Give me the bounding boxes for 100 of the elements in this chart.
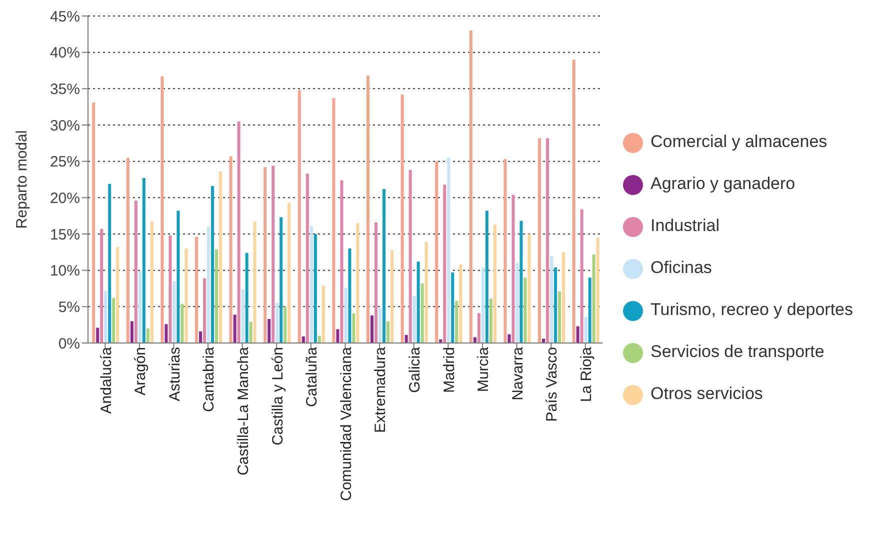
bar (142, 178, 146, 343)
bar (104, 290, 108, 343)
bar (473, 337, 476, 343)
bar (508, 334, 511, 343)
bar (348, 248, 352, 343)
bar (516, 263, 519, 343)
legend-label: Oficinas (650, 258, 712, 277)
bar (596, 238, 600, 343)
y-axis-title: Reparto modal (13, 130, 30, 229)
bar (332, 98, 336, 343)
bar (176, 210, 180, 343)
bar (344, 288, 348, 343)
bar (203, 278, 206, 343)
y-tick-label: 35% (50, 80, 80, 98)
bar (366, 76, 370, 343)
x-tick-label: Navarra (509, 346, 526, 400)
bar (112, 298, 116, 343)
bar (550, 256, 554, 343)
bar (382, 188, 386, 343)
y-tick-label: 0% (58, 335, 80, 352)
y-tick-label: 5% (58, 298, 80, 316)
bar (249, 322, 252, 343)
bar (451, 272, 454, 343)
bar (314, 234, 317, 343)
bar (424, 242, 428, 343)
x-tick-label: Comunidad Valenciana (338, 346, 355, 501)
x-tick-label: Madrid (440, 347, 458, 393)
bar (554, 267, 558, 343)
bar (138, 271, 142, 343)
x-tick-label: Murcia (475, 346, 492, 392)
bar (378, 308, 382, 343)
bar (310, 226, 313, 343)
bar (172, 281, 176, 343)
bar (584, 316, 588, 343)
y-tick-label: 20% (50, 190, 80, 207)
bar (134, 200, 138, 343)
legend-label: Industrial (650, 216, 720, 235)
bar (108, 184, 112, 343)
bar (546, 138, 550, 343)
bar (459, 264, 462, 343)
bar (528, 234, 531, 343)
legend-label: Agrario y ganadero (650, 174, 796, 193)
x-tick-label: Aragón (132, 347, 150, 396)
bar (96, 328, 100, 343)
bar (477, 313, 480, 343)
y-tick-label: 30% (50, 117, 80, 134)
bar (455, 300, 458, 343)
y-tick-label: 25% (50, 154, 80, 171)
legend-label: Otros servicios (650, 384, 763, 403)
bar (146, 328, 150, 343)
x-tick-label: Andalucía (98, 346, 115, 414)
bar (386, 321, 390, 343)
bar (435, 161, 438, 343)
bar (241, 289, 244, 343)
bar (592, 254, 596, 343)
bar (572, 60, 576, 343)
bar (219, 172, 222, 343)
bar (164, 324, 168, 343)
bar (253, 222, 256, 343)
x-tick-label: Castilla-La Mancha (235, 346, 252, 476)
bar (356, 223, 360, 343)
bar (420, 283, 424, 343)
bar (211, 186, 214, 343)
bar (538, 138, 542, 343)
bar (150, 222, 154, 343)
bar (180, 304, 184, 343)
bar (245, 252, 248, 343)
bar (264, 167, 267, 343)
x-tick-label: Asturias (166, 347, 184, 402)
bar (588, 278, 592, 343)
x-tick-label: Extremadura (372, 346, 390, 433)
bar (288, 202, 291, 343)
bar (207, 226, 210, 343)
bar (280, 217, 283, 343)
bar (215, 249, 218, 343)
x-tick-label: La Rioja (578, 346, 595, 402)
bar (562, 252, 566, 343)
bar (322, 286, 325, 343)
bar (92, 102, 96, 343)
bar (237, 121, 240, 343)
x-tick-label: Galicia (406, 346, 424, 393)
bar (284, 306, 287, 343)
y-tick-label: 45% (50, 8, 80, 26)
bar (580, 209, 584, 343)
bar (130, 321, 134, 343)
bar (489, 298, 492, 343)
bar (268, 319, 271, 343)
bar (404, 335, 408, 343)
bar (493, 224, 496, 343)
bar (340, 180, 344, 343)
bar (558, 291, 562, 343)
bar (524, 278, 527, 343)
legend-label: Turismo, recreo y deportes (650, 300, 853, 319)
bar (469, 30, 472, 343)
legend-label: Comercial y almacenes (650, 132, 828, 151)
bar (306, 174, 309, 343)
bar (233, 314, 236, 343)
bar (481, 267, 484, 343)
bar (336, 329, 340, 343)
bar (302, 336, 305, 343)
